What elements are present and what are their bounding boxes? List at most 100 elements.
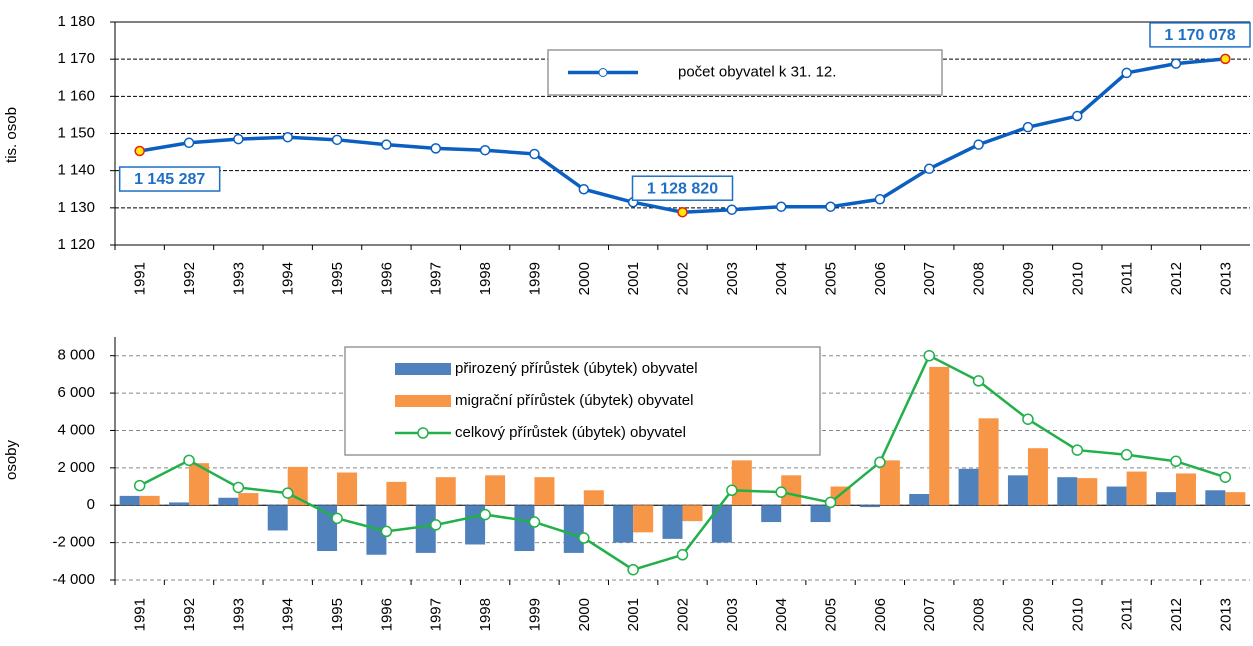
bar [958,468,979,506]
x-tick-label: 2010 [1069,598,1086,631]
bar [485,475,506,506]
y-tick-label: 4 000 [57,421,95,438]
y-tick-label: 1 150 [57,124,95,141]
legend-swatch [417,427,429,439]
point [183,454,195,467]
bar [909,494,930,506]
x-tick-label: 1997 [428,262,445,295]
point [479,144,491,156]
x-tick-label: 2004 [773,598,790,631]
point [331,134,343,146]
x-tick-label: 2006 [872,262,889,295]
value-label-box [118,166,221,192]
x-tick-label: 1992 [181,598,198,631]
x-tick-label: 2013 [1217,598,1234,631]
point [825,201,836,212]
point [232,481,245,494]
y-tick-label: -4 000 [52,571,95,588]
bar [386,481,407,506]
bar [1126,471,1147,506]
x-tick-label: 2009 [1020,262,1037,295]
point [1022,121,1034,133]
point [676,549,689,561]
point [726,484,738,497]
y-axis-title: osoby [3,439,20,480]
point [1120,449,1133,461]
bar [267,505,288,531]
y-tick-label: 1 170 [57,50,95,67]
x-tick-label: 2002 [674,262,691,295]
x-tick-label: 2003 [724,262,741,295]
x-tick-label: 2006 [872,598,889,631]
x-tick-label: 1992 [181,262,198,295]
bar [810,505,831,523]
x-tick-label: 2011 [1119,598,1136,630]
bar [1106,486,1127,506]
x-tick-label: 1999 [526,262,543,295]
bar [337,472,358,506]
point [1170,455,1182,468]
bar [662,505,683,539]
point [775,486,787,498]
point [430,143,442,154]
y-tick-label: 1 130 [57,199,95,216]
point [1072,110,1083,122]
bar [929,366,950,506]
point [479,508,491,521]
legend-swatch [395,363,451,375]
x-tick-label: 2000 [576,262,593,295]
legend-label: přirozený přírůstek (úbytek) obyvatel [455,360,698,377]
point [1219,471,1232,483]
bar [1205,490,1226,506]
point [775,201,787,212]
x-tick-label: 2009 [1020,598,1037,631]
y-tick-label: 1 160 [57,87,95,104]
value-label: 1 128 820 [647,180,718,197]
bar [781,475,802,506]
y-tick-label: 1 140 [57,162,95,179]
x-tick-label: 2012 [1168,598,1185,631]
bar [563,505,584,553]
y-tick-label: 1 120 [57,236,95,253]
x-tick-label: 1999 [526,598,543,631]
bar [1057,477,1078,506]
x-tick-label: 2011 [1119,262,1136,294]
bar [1225,492,1246,506]
bar [879,460,900,506]
bar [238,493,259,506]
bar [415,505,436,553]
point [972,375,985,387]
x-tick-label: 1995 [329,262,346,295]
legend-label: počet obyvatel k 31. 12. [678,63,836,80]
x-tick-label: 1993 [230,262,247,295]
point [183,137,195,149]
bar [435,477,456,506]
x-tick-label: 1996 [378,598,395,631]
bar [1007,475,1028,506]
value-label-box [631,175,734,201]
bar [139,495,160,506]
y-tick-label: 2 000 [57,459,95,476]
y-tick-label: -2 000 [52,534,95,551]
y-tick-label: 1 180 [57,13,95,30]
x-tick-label: 2001 [625,262,642,295]
x-tick-label: 2005 [823,598,840,631]
bar [189,463,210,506]
x-tick-label: 1991 [132,598,149,631]
point [1170,58,1182,69]
point [381,139,392,150]
point [726,204,738,215]
y-tick-label: 0 [87,496,95,513]
point [380,525,393,538]
point [1121,67,1132,79]
point [627,563,639,576]
bar [711,505,732,543]
point [923,163,935,175]
point [1022,413,1034,425]
x-tick-label: 1998 [477,262,494,295]
x-tick-label: 1996 [378,262,395,295]
x-tick-label: 1997 [428,598,445,631]
point [677,206,688,218]
x-tick-label: 2013 [1217,262,1234,295]
